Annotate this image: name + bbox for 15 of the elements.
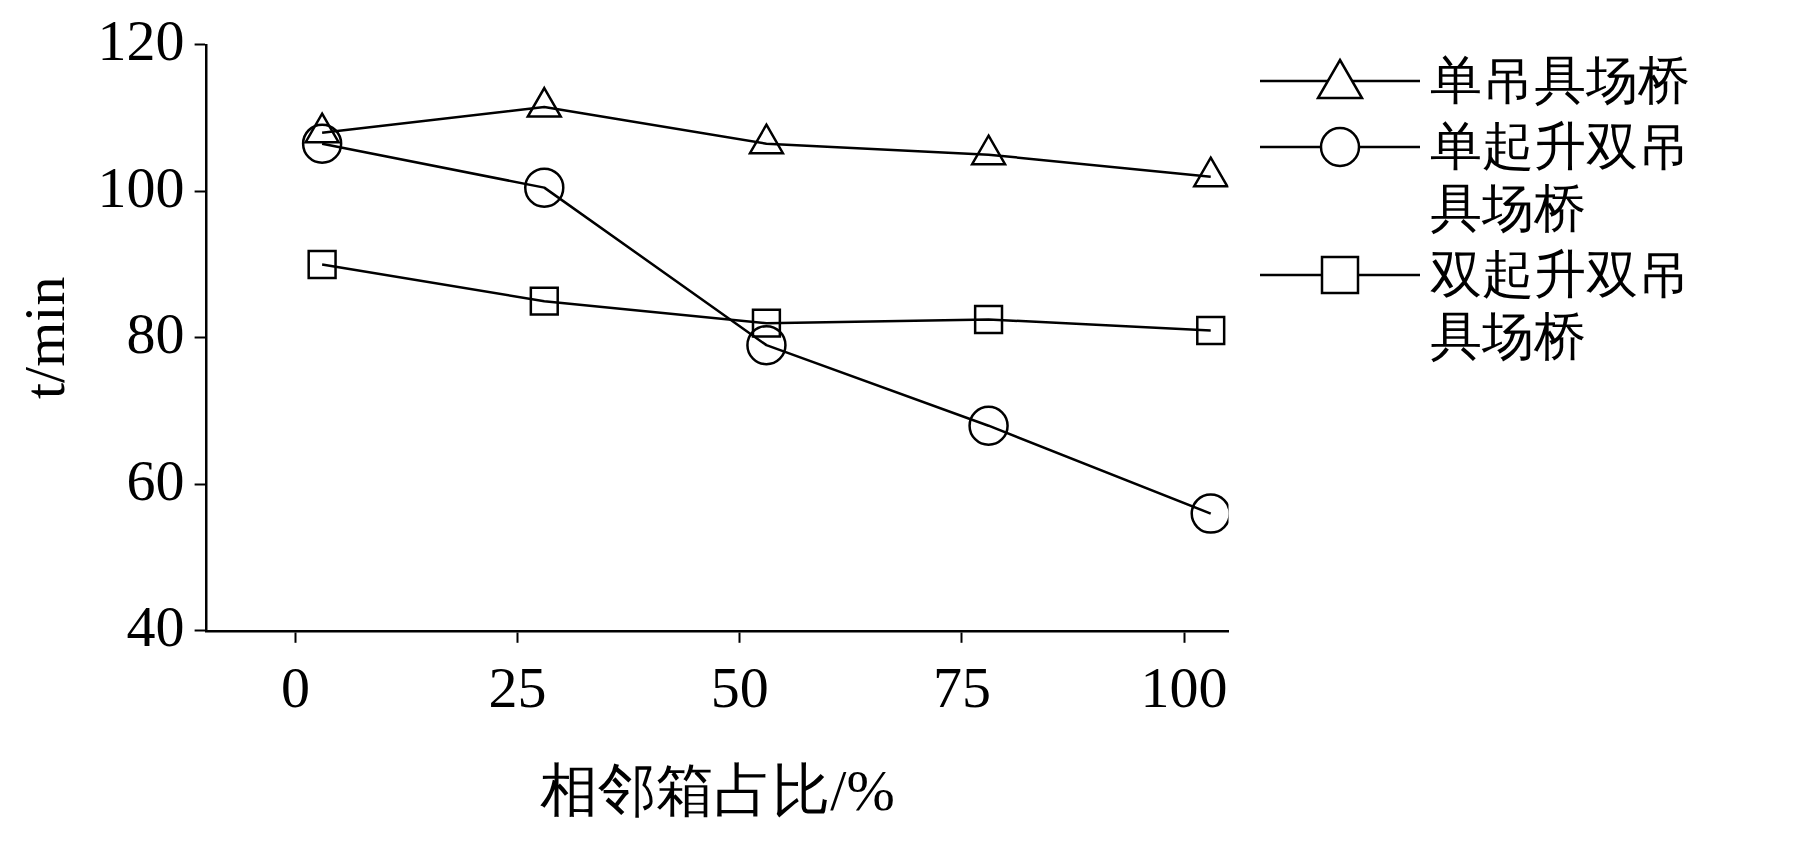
legend-label: 单起升双吊具场桥	[1430, 117, 1691, 239]
y-tick-label: 80	[126, 301, 185, 367]
x-tick-label: 75	[932, 654, 991, 720]
legend-label: 单吊具场桥	[1430, 51, 1691, 111]
legend-label: 双起升双吊具场桥	[1430, 245, 1691, 367]
y-tick-label: 100	[97, 154, 185, 220]
y-tick-label: 120	[97, 8, 185, 74]
x-tick-label: 0	[280, 654, 310, 720]
y-tick-label: 40	[126, 594, 185, 660]
x-axis-title: 相邻箱占比/%	[540, 758, 895, 824]
y-axis-title: t/min	[12, 276, 78, 400]
x-tick-label: 50	[710, 654, 769, 720]
x-tick-label: 100	[1140, 654, 1228, 720]
x-tick-label: 25	[488, 654, 547, 720]
y-tick-label: 60	[126, 447, 185, 513]
